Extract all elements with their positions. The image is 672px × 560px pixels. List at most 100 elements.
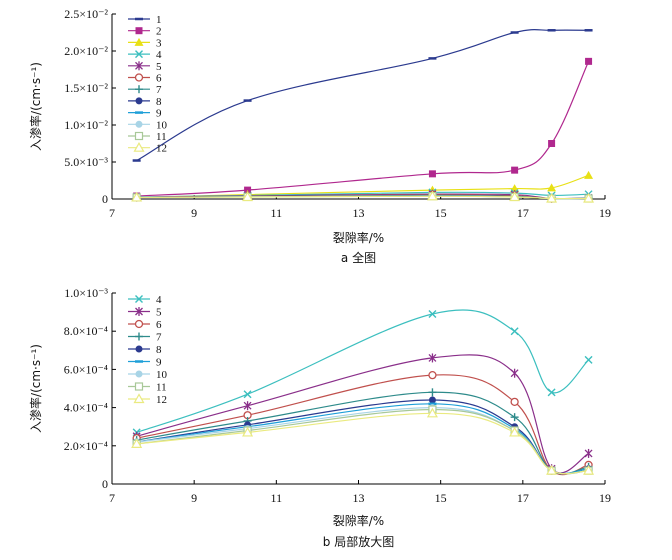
x-axis-label: 裂隙率/% (333, 230, 384, 245)
legend-label: 4 (156, 294, 162, 306)
series-line (136, 61, 590, 197)
legend-marker (135, 97, 143, 105)
legend-item: 10 (128, 369, 168, 381)
data-point (426, 190, 438, 201)
legend-item: 9 (128, 108, 162, 120)
x-tick-label: 9 (191, 491, 197, 505)
x-tick-label: 19 (599, 206, 611, 220)
legend-label: 6 (156, 319, 162, 331)
series-line (136, 403, 589, 474)
y-tick-label: 2.0×10⁻² (64, 44, 108, 58)
data-point (511, 166, 519, 174)
data-point (510, 327, 519, 336)
y-tick-label: 5.0×10⁻³ (64, 155, 108, 169)
legend-marker (134, 382, 144, 391)
x-tick-label: 7 (109, 206, 115, 220)
legend-label: 9 (156, 108, 162, 120)
data-point (583, 192, 595, 203)
data-point (510, 397, 519, 407)
x-tick-label: 17 (517, 206, 529, 220)
legend-label: 3 (156, 37, 162, 49)
y-tick-label: 1.0×10⁻³ (64, 286, 108, 300)
legend-item: 4 (128, 294, 162, 306)
legend-marker (134, 73, 144, 82)
data-point (428, 310, 437, 319)
data-point (546, 464, 558, 475)
series-line (136, 309, 590, 433)
data-point (131, 191, 143, 202)
series-line (136, 354, 589, 474)
legend-item: 9 (128, 357, 162, 369)
legend-label: 6 (156, 73, 162, 85)
y-tick-label: 0 (102, 192, 108, 206)
data-point (510, 368, 519, 378)
data-point (428, 170, 436, 178)
panel-a-chart: 0 5.0×10⁻³ 1.0×10⁻² 1.5×10⁻² 2.0×10⁻² 2.5×10⁻… (28, 7, 611, 265)
series-2 (133, 57, 593, 200)
data-point (583, 464, 595, 475)
data-point (428, 353, 437, 363)
legend-item: 8 (128, 96, 162, 108)
legend-label: 5 (156, 61, 162, 73)
legend-marker (133, 393, 145, 404)
legend-marker (135, 370, 143, 378)
series-12 (131, 407, 595, 475)
legend-item: 6 (128, 319, 162, 331)
legend-label: 10 (156, 119, 168, 131)
legend-label: 2 (156, 26, 162, 38)
series-12 (131, 190, 595, 203)
chart-caption: a 全图 (341, 250, 376, 265)
legend-item: 5 (128, 307, 162, 319)
data-point (131, 438, 143, 448)
legend-item: 12 (128, 393, 167, 406)
y-tick-label: 2.0×10⁻⁴ (64, 439, 108, 453)
y-tick-label: 4.0×10⁻⁴ (64, 401, 108, 415)
data-point (428, 396, 436, 404)
legend-item: 5 (128, 61, 162, 73)
x-tick-label: 11 (271, 491, 283, 505)
data-point (547, 183, 557, 192)
legend-label: 11 (156, 382, 167, 394)
legend-marker (135, 307, 143, 316)
legend-item: 11 (128, 131, 167, 143)
legend-item: 8 (128, 344, 162, 356)
legend-marker (134, 131, 144, 141)
data-point (243, 401, 252, 411)
legend-label: 1 (156, 14, 162, 26)
legend-label: 4 (156, 49, 162, 61)
legend-marker (134, 319, 144, 329)
y-tick-label: 1.0×10⁻² (64, 118, 108, 132)
data-point (428, 388, 437, 397)
series-line (136, 29, 589, 162)
data-point (584, 170, 594, 179)
y-tick-label: 1.5×10⁻² (64, 81, 108, 95)
x-tick-label: 11 (271, 206, 283, 220)
legend-item: 3 (128, 37, 162, 49)
x-tick-label: 7 (109, 491, 115, 505)
legend-label: 7 (156, 84, 162, 96)
legend-marker (134, 37, 144, 46)
x-tick-label: 17 (517, 491, 529, 505)
legend-label: 11 (156, 131, 167, 143)
legend-label: 10 (156, 369, 168, 381)
data-point (585, 57, 593, 65)
legend-item: 2 (128, 26, 162, 38)
x-tick-label: 13 (353, 206, 365, 220)
y-tick-label: 0 (102, 477, 108, 491)
legend-marker (135, 120, 143, 128)
legend-item: 7 (128, 84, 162, 96)
series-11 (132, 405, 593, 475)
series-line (136, 195, 589, 200)
data-point (584, 355, 593, 364)
legend-marker (135, 332, 143, 341)
legend-item: 1 (128, 14, 162, 26)
data-point (509, 426, 521, 437)
y-tick-label: 2.5×10⁻² (64, 7, 108, 21)
data-point (242, 191, 254, 202)
legend-marker (135, 27, 143, 35)
data-point (428, 370, 437, 380)
data-point (546, 192, 558, 203)
chart-caption: b 局部放大图 (323, 534, 394, 549)
